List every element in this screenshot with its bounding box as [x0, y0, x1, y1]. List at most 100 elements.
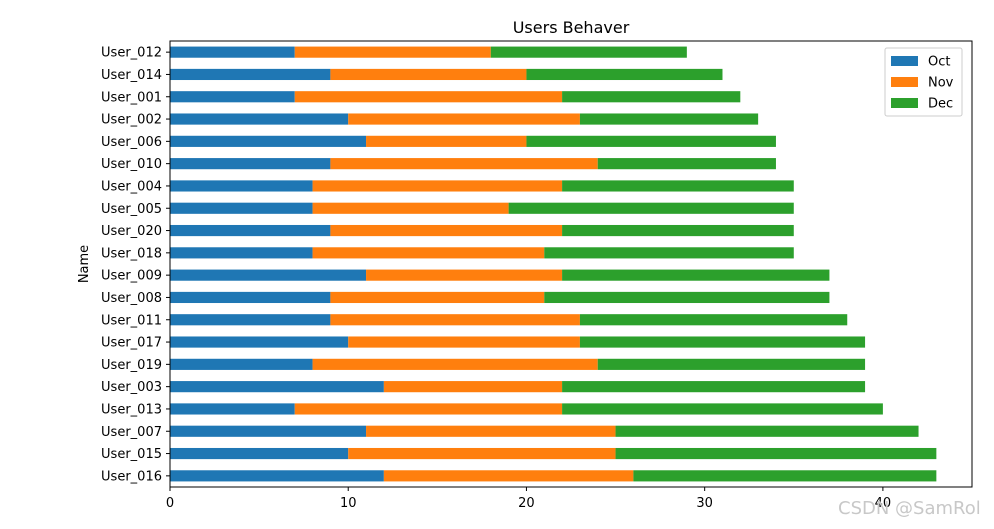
bar-nov-user_009: [366, 269, 563, 281]
bar-nov-user_003: [383, 381, 563, 393]
bar-oct-user_012: [170, 46, 295, 58]
legend: Oct Nov Dec: [884, 47, 963, 117]
watermark: CSDN @SamRol: [838, 498, 981, 519]
bar-dec-user_017: [579, 336, 866, 348]
y-tick-label: User_007: [101, 425, 162, 440]
bar-oct-user_013: [170, 403, 295, 415]
bar-nov-user_008: [330, 291, 545, 304]
bar-oct-user_014: [170, 68, 331, 81]
chart-title: Users Behaver: [513, 18, 630, 37]
bar-oct-user_018: [170, 247, 313, 259]
bar-dec-user_016: [633, 470, 937, 482]
bar-dec-user_011: [579, 314, 848, 326]
y-tick-label: User_009: [101, 269, 162, 284]
bar-nov-user_002: [348, 113, 580, 125]
y-tick-label: User_017: [101, 336, 162, 351]
bars-group: [170, 46, 937, 482]
bar-oct-user_017: [170, 336, 349, 348]
x-tick-label: 30: [696, 496, 713, 511]
y-tick-label: User_003: [101, 380, 162, 395]
bar-nov-user_010: [330, 158, 598, 170]
bar-nov-user_017: [348, 336, 580, 348]
bar-dec-user_005: [508, 202, 794, 214]
bar-nov-user_015: [348, 447, 616, 460]
bar-dec-user_010: [597, 158, 776, 170]
legend-label-dec: Dec: [928, 97, 953, 112]
bar-nov-user_020: [330, 224, 563, 237]
y-tick-label: User_008: [101, 291, 162, 306]
bar-dec-user_003: [562, 381, 866, 393]
y-tick-label: User_012: [101, 46, 162, 61]
y-tick-label: User_016: [101, 469, 162, 484]
bar-nov-user_018: [312, 247, 545, 259]
bar-dec-user_012: [490, 46, 687, 58]
bar-dec-user_004: [562, 180, 794, 192]
plot-frame: [169, 40, 973, 488]
bar-oct-user_006: [170, 135, 367, 147]
bar-dec-user_019: [597, 358, 866, 370]
y-tick-label: User_004: [101, 179, 162, 194]
legend-swatch-dec: [891, 98, 918, 108]
y-axis-label: Name: [77, 245, 92, 283]
bar-nov-user_004: [312, 180, 563, 192]
bar-oct-user_008: [170, 291, 331, 304]
y-tick-label: User_011: [101, 313, 162, 328]
y-tick-label: User_010: [101, 157, 162, 172]
bar-oct-user_009: [170, 269, 367, 281]
legend-swatch-oct: [891, 56, 918, 66]
bar-oct-user_010: [170, 158, 331, 170]
bar-dec-user_008: [544, 291, 830, 304]
bar-nov-user_006: [366, 135, 527, 147]
bar-dec-user_002: [579, 113, 759, 125]
bar-dec-user_013: [562, 403, 883, 415]
bar-oct-user_002: [170, 113, 349, 125]
bar-dec-user_014: [526, 68, 723, 81]
bar-oct-user_015: [170, 447, 349, 460]
bar-oct-user_007: [170, 425, 367, 437]
bar-oct-user_020: [170, 224, 331, 237]
x-tick-label: 20: [518, 496, 535, 511]
bar-dec-user_006: [526, 135, 776, 147]
bar-dec-user_001: [562, 91, 741, 103]
bar-dec-user_007: [615, 425, 919, 437]
bar-dec-user_015: [615, 447, 937, 460]
bar-oct-user_016: [170, 470, 384, 482]
bar-dec-user_020: [562, 224, 794, 237]
bar-nov-user_014: [330, 68, 527, 81]
bar-oct-user_004: [170, 180, 313, 192]
bar-oct-user_011: [170, 314, 331, 326]
bar-dec-user_018: [544, 247, 794, 259]
x-tick-label: 40: [875, 496, 892, 511]
y-tick-label: User_019: [101, 358, 162, 373]
y-tick-label: User_005: [101, 202, 162, 217]
legend-swatch-nov: [891, 77, 918, 87]
bar-nov-user_001: [294, 91, 563, 103]
y-tick-label: User_020: [101, 224, 162, 239]
bar-oct-user_019: [170, 358, 313, 370]
y-ticks-group: User_012 User_014 User_001 User_002 User_006…: [101, 46, 170, 484]
bar-oct-user_005: [170, 202, 313, 214]
y-tick-label: User_006: [101, 135, 162, 150]
bar-nov-user_005: [312, 202, 509, 214]
bar-nov-user_011: [330, 314, 580, 326]
y-tick-label: User_001: [101, 90, 162, 105]
bar-nov-user_012: [294, 46, 491, 58]
x-ticks-group: 0 10 20 30 40: [166, 487, 891, 511]
x-tick-label: 10: [340, 496, 357, 511]
bar-nov-user_016: [383, 470, 634, 482]
bar-nov-user_013: [294, 403, 563, 415]
y-tick-label: User_013: [101, 402, 162, 417]
bar-oct-user_003: [170, 381, 384, 393]
y-tick-label: User_014: [101, 68, 162, 83]
legend-label-nov: Nov: [928, 76, 954, 91]
bar-nov-user_007: [366, 425, 616, 437]
y-tick-label: User_002: [101, 113, 162, 128]
x-tick-label: 0: [166, 496, 174, 511]
y-tick-label: User_015: [101, 447, 162, 462]
bar-oct-user_001: [170, 91, 295, 103]
bar-dec-user_009: [562, 269, 830, 281]
y-tick-label: User_018: [101, 246, 162, 261]
legend-label-oct: Oct: [928, 55, 950, 70]
bar-nov-user_019: [312, 358, 598, 370]
